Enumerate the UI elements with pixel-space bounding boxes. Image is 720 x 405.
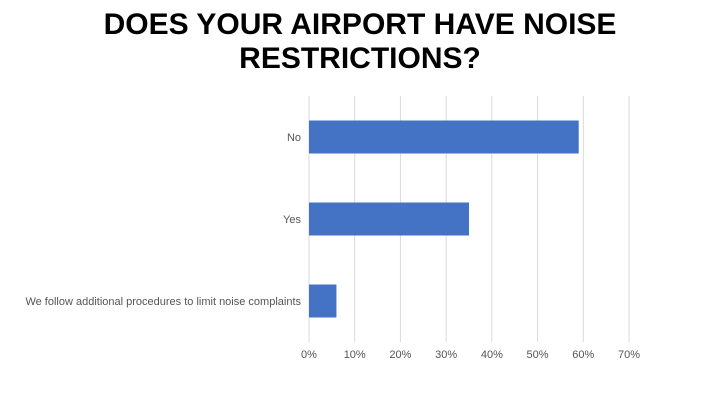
category-label-0: No (287, 132, 301, 144)
bar-0 (309, 120, 579, 154)
chart-title: DOES YOUR AIRPORT HAVE NOISE RESTRICTION… (0, 8, 720, 76)
x-tick-label-4: 40% (481, 349, 503, 361)
x-tick-label-2: 20% (389, 349, 411, 361)
x-tick-label-7: 70% (618, 349, 640, 361)
x-tick-label-1: 10% (344, 349, 366, 361)
chart-title-line-1: DOES YOUR AIRPORT HAVE NOISE (103, 8, 617, 41)
x-tick-label-6: 60% (572, 349, 594, 361)
x-tick-label-5: 50% (527, 349, 549, 361)
bar-1 (309, 202, 469, 236)
category-label-2: We follow additional procedures to limit… (25, 296, 301, 308)
chart-title-line-2: RESTRICTIONS? (239, 42, 481, 75)
x-tick-label-0: 0% (301, 349, 317, 361)
category-label-1: Yes (283, 214, 301, 226)
bar-2 (309, 284, 337, 318)
x-tick-label-3: 30% (435, 349, 457, 361)
